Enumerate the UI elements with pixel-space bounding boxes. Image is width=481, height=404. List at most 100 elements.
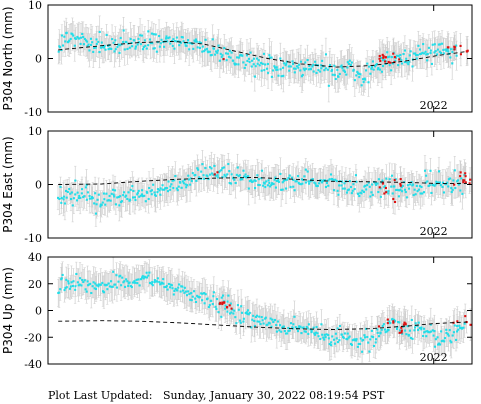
- cyan-point: [60, 196, 63, 200]
- cyan-point: [309, 180, 312, 183]
- cyan-point: [118, 204, 121, 207]
- cyan-point: [114, 189, 117, 192]
- cyan-point: [208, 50, 211, 53]
- panel-1: -10 0 10 2022 P304 North (mm): [1, 0, 473, 119]
- cyan-point: [125, 40, 128, 43]
- cyan-point: [131, 196, 135, 199]
- cyan-point: [248, 60, 251, 64]
- cyan-point: [83, 195, 86, 198]
- cyan-point: [304, 168, 307, 171]
- cyan-point: [163, 188, 166, 191]
- panel-2: -10 0 10 2022 P304 East (mm): [1, 125, 473, 245]
- cyan-point: [433, 184, 436, 187]
- red-point: [381, 53, 384, 56]
- cyan-point: [296, 175, 300, 178]
- cyan-point: [101, 281, 104, 284]
- cyan-point: [381, 64, 385, 67]
- cyan-point: [81, 278, 84, 282]
- cyan-point: [338, 72, 341, 75]
- cyan-point: [444, 48, 447, 51]
- cyan-point: [348, 180, 351, 183]
- cyan-point: [187, 174, 190, 177]
- cyan-point: [185, 186, 188, 189]
- cyan-point: [57, 50, 60, 53]
- cyan-point: [399, 53, 402, 57]
- cyan-point: [76, 191, 79, 194]
- cyan-point: [85, 183, 88, 186]
- cyan-point: [173, 39, 176, 43]
- cyan-point: [71, 284, 74, 288]
- cyan-point: [134, 198, 137, 202]
- cyan-point: [90, 197, 93, 200]
- cyan-point: [207, 51, 210, 54]
- cyan-point: [69, 285, 72, 288]
- cyan-point: [83, 279, 86, 282]
- error-bars: [57, 257, 472, 363]
- red-point: [384, 60, 387, 63]
- cyan-point: [324, 185, 327, 189]
- cyan-point: [320, 181, 324, 184]
- cyan-point: [221, 54, 224, 57]
- cyan-point: [368, 185, 371, 188]
- cyan-point: [93, 287, 96, 290]
- cyan-point: [84, 186, 87, 189]
- cyan-point: [359, 73, 362, 76]
- cyan-point: [309, 68, 313, 71]
- cyan-point: [100, 203, 103, 206]
- cyan-point: [146, 191, 149, 194]
- cyan-point: [122, 40, 125, 44]
- cyan-point: [383, 59, 386, 62]
- cyan-point: [265, 67, 269, 70]
- cyan-point: [451, 62, 454, 65]
- cyan-point: [298, 182, 301, 185]
- cyan-point: [388, 178, 391, 181]
- cyan-point: [391, 192, 394, 195]
- cyan-point: [263, 182, 266, 185]
- cyan-point: [175, 187, 179, 190]
- cyan-point: [106, 199, 109, 202]
- cyan-point: [173, 47, 176, 50]
- cyan-point: [228, 49, 231, 52]
- cyan-point: [281, 181, 284, 184]
- cyan-point: [306, 170, 309, 173]
- cyan-point: [139, 43, 142, 46]
- cyan-point: [284, 187, 288, 190]
- cyan-point: [308, 64, 311, 68]
- cyan-point: [362, 190, 366, 193]
- red-point: [464, 175, 467, 178]
- cyan-point: [366, 62, 369, 65]
- cyan-point: [58, 197, 61, 201]
- cyan-point: [442, 48, 445, 51]
- cyan-point: [253, 179, 256, 182]
- cyan-point: [254, 186, 257, 190]
- cyan-point: [327, 184, 330, 187]
- cyan-point: [262, 184, 265, 187]
- cyan-point: [147, 44, 150, 47]
- cyan-point: [426, 52, 429, 56]
- cyan-point: [81, 188, 84, 191]
- cyan-point: [108, 194, 111, 198]
- cyan-point: [457, 179, 460, 182]
- cyan-point: [427, 46, 430, 49]
- cyan-point: [137, 189, 140, 192]
- cyan-point: [91, 197, 94, 200]
- red-point: [466, 49, 469, 52]
- cyan-point: [338, 184, 341, 187]
- cyan-point: [147, 197, 150, 201]
- cyan-point: [362, 80, 365, 84]
- cyan-point: [291, 60, 294, 63]
- cyan-point: [257, 59, 260, 62]
- cyan-point: [86, 280, 89, 283]
- x-tick-label: 2022: [420, 99, 448, 112]
- cyan-point: [76, 35, 79, 38]
- cyan-point: [406, 184, 409, 187]
- cyan-point: [77, 37, 81, 40]
- cyan-point: [314, 60, 317, 63]
- cyan-point: [405, 57, 408, 60]
- cyan-point: [122, 194, 125, 197]
- cyan-point: [430, 62, 433, 65]
- cyan-point: [373, 65, 377, 68]
- cyan-point: [401, 184, 404, 187]
- cyan-point: [227, 162, 230, 166]
